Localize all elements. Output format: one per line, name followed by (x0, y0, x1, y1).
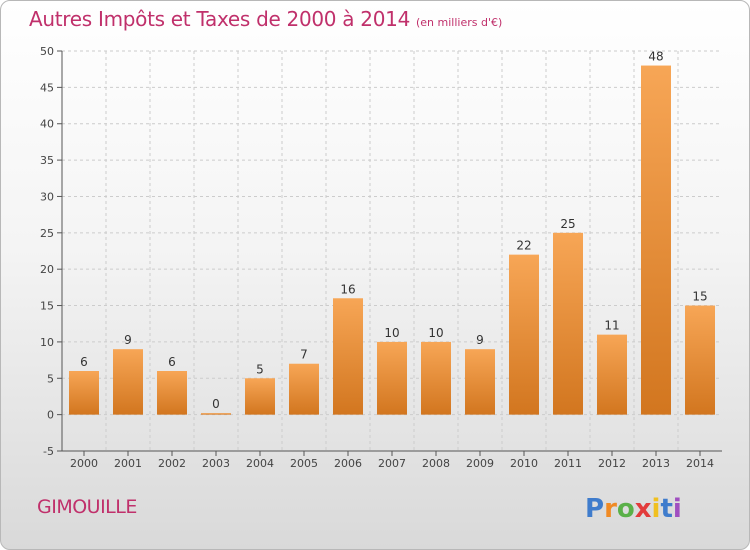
bar-2000 (69, 371, 99, 415)
data-label-2013: 48 (648, 50, 663, 64)
x-tick-label: 2000 (70, 457, 98, 470)
x-tick-label: 2007 (378, 457, 406, 470)
chart-title: Autres Impôts et Taxes de 2000 à 2014 (en… (29, 7, 502, 31)
data-label-2006: 16 (340, 282, 355, 296)
x-tick-label: 2011 (554, 457, 582, 470)
bar-2001 (113, 349, 143, 415)
y-tick-label: 5 (47, 372, 54, 385)
data-label-2004: 5 (256, 362, 264, 376)
data-label-2014: 15 (692, 290, 707, 304)
bar-2008 (421, 341, 451, 415)
data-label-2000: 6 (80, 355, 88, 369)
y-tick-label: 15 (40, 300, 54, 313)
y-tick-label: 50 (40, 45, 54, 58)
bar-2012 (597, 334, 627, 415)
x-tick-label: 2009 (466, 457, 494, 470)
y-tick-label: 10 (40, 336, 54, 349)
data-label-2010: 22 (516, 239, 531, 253)
bar-2011 (553, 232, 583, 415)
x-tick-label: 2010 (510, 457, 538, 470)
chart-subtitle: (en milliers d'€) (416, 16, 503, 29)
data-label-2012: 11 (604, 319, 619, 333)
y-tick-label: 45 (40, 81, 54, 94)
x-tick-label: 2013 (642, 457, 670, 470)
bar-2003 (201, 413, 231, 415)
x-tick-label: 2003 (202, 457, 230, 470)
commune-name: GIMOUILLE (37, 496, 137, 518)
bar-2005 (289, 363, 319, 415)
data-label-2011: 25 (560, 217, 575, 231)
data-label-2003: 0 (212, 397, 220, 411)
data-labels: 6 9 6 0 5 7 16 10 10 9 22 25 11 48 15 (80, 50, 707, 412)
svg-text:Proxiti: Proxiti (585, 494, 682, 524)
bar-2010 (509, 254, 539, 415)
y-tick-label: 40 (40, 118, 54, 131)
data-label-2008: 10 (428, 326, 443, 340)
x-tick-label: 2002 (158, 457, 186, 470)
bar-2009 (465, 349, 495, 415)
bar-2006 (333, 298, 363, 415)
proxiti-logo: Proxiti (585, 494, 682, 524)
chart-title-text: Autres Impôts et Taxes de 2000 à 2014 (29, 7, 410, 31)
y-tick-label: 35 (40, 154, 54, 167)
data-label-2007: 10 (384, 326, 399, 340)
bar-2013 (641, 65, 671, 415)
bars (69, 65, 715, 415)
x-tick-label: 2014 (686, 457, 714, 470)
bar-2014 (685, 305, 715, 415)
bar-2004 (245, 378, 275, 415)
x-tick-label: 2006 (334, 457, 362, 470)
bar-2007 (377, 341, 407, 415)
y-tick-label: -5 (43, 445, 54, 458)
x-tick-label: 2005 (290, 457, 318, 470)
data-label-2002: 6 (168, 355, 176, 369)
y-tick-label: 20 (40, 263, 54, 276)
x-tick-label: 2012 (598, 457, 626, 470)
data-label-2009: 9 (476, 333, 484, 347)
y-tick-label: 25 (40, 227, 54, 240)
x-tick-label: 2008 (422, 457, 450, 470)
data-label-2001: 9 (124, 333, 132, 347)
y-tick-label: 0 (47, 409, 54, 422)
x-tick-label: 2001 (114, 457, 142, 470)
x-tick-label: 2004 (246, 457, 274, 470)
data-label-2005: 7 (300, 348, 308, 362)
bar-2002 (157, 371, 187, 415)
y-tick-label: 30 (40, 190, 54, 203)
